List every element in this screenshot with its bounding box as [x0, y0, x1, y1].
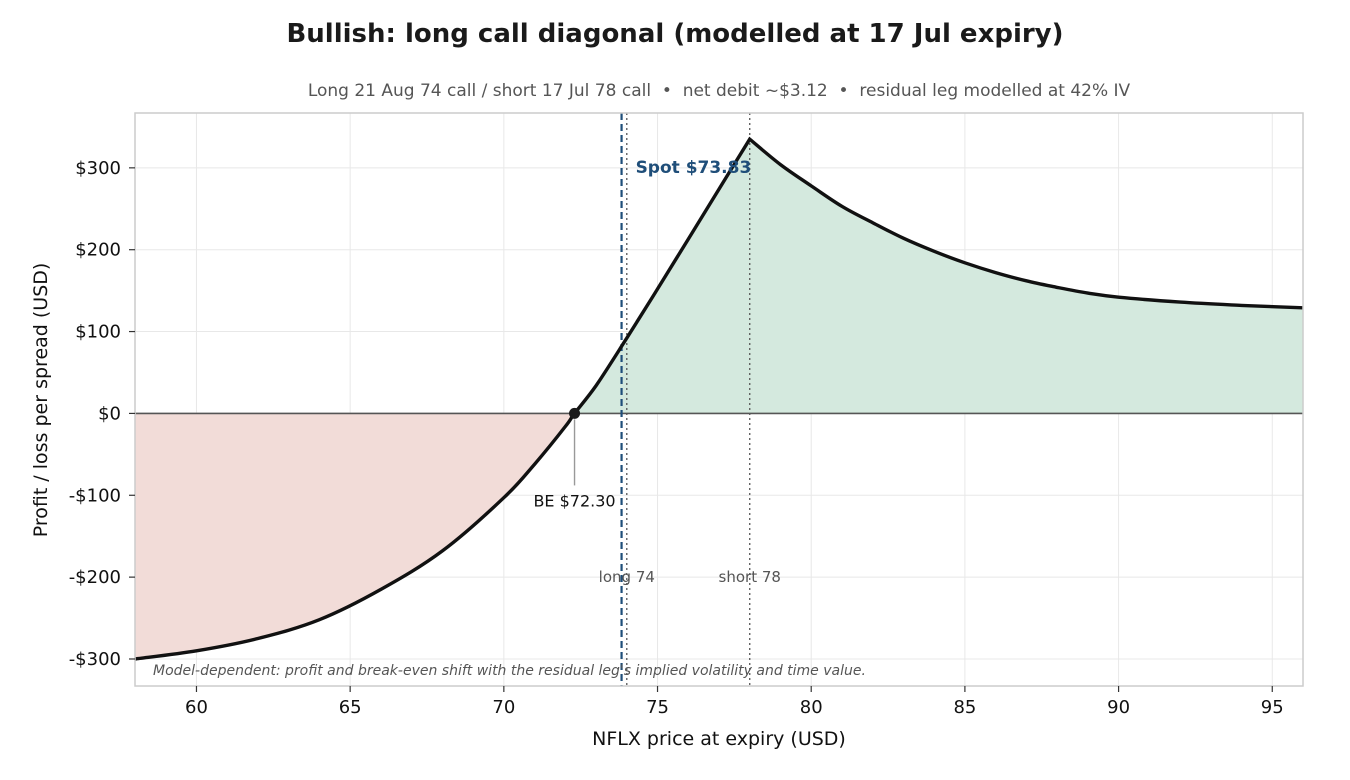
x-tick-label: 85 [953, 697, 976, 718]
strike-label-74: long 74 [599, 568, 655, 586]
x-tick-label: 75 [646, 697, 669, 718]
y-tick-label: $100 [75, 322, 121, 343]
loss-area [135, 413, 575, 659]
x-tick-label: 80 [800, 697, 823, 718]
y-tick-label: $200 [75, 240, 121, 261]
x-tick-label: 90 [1107, 697, 1130, 718]
pnl-fill-areas [135, 139, 1303, 659]
annotations: BE $72.30 Spot $73.83 long 74 short 78 Model… [153, 158, 866, 679]
x-tick-label: 70 [492, 697, 515, 718]
reference-lines [620, 113, 751, 686]
strike-label-78: short 78 [719, 568, 781, 586]
chart-title: Bullish: long call diagonal (modelled at… [286, 19, 1063, 49]
y-tick-label: $0 [98, 403, 121, 424]
x-axis-ticks: 60 65 70 75 80 85 90 95 [185, 686, 1284, 718]
y-tick-label: -$200 [69, 567, 121, 588]
x-axis-label: NFLX price at expiry (USD) [592, 728, 846, 750]
payoff-curve-group [134, 136, 1304, 661]
chart-subtitle: Long 21 Aug 74 call / short 17 Jul 78 ca… [308, 81, 1131, 101]
spot-label: Spot $73.83 [636, 158, 752, 178]
y-axis-label: Profit / loss per spread (USD) [30, 263, 52, 538]
x-tick-label: 95 [1261, 697, 1284, 718]
break-even-point [569, 407, 581, 419]
x-tick-label: 60 [185, 697, 208, 718]
y-tick-label: $300 [75, 158, 121, 179]
plot-frame [134, 112, 1304, 687]
footnote: Model-dependent: profit and break-even s… [153, 663, 866, 679]
y-tick-label: -$100 [69, 485, 121, 506]
y-tick-label: -$300 [69, 649, 121, 670]
payoff-curve [134, 136, 1304, 661]
x-tick-label: 65 [339, 697, 362, 718]
profit-area [574, 139, 1303, 414]
break-even-label: BE $72.30 [533, 491, 615, 510]
y-axis-ticks: -$300 -$200 -$100 $0 $100 $200 $300 [69, 158, 135, 670]
